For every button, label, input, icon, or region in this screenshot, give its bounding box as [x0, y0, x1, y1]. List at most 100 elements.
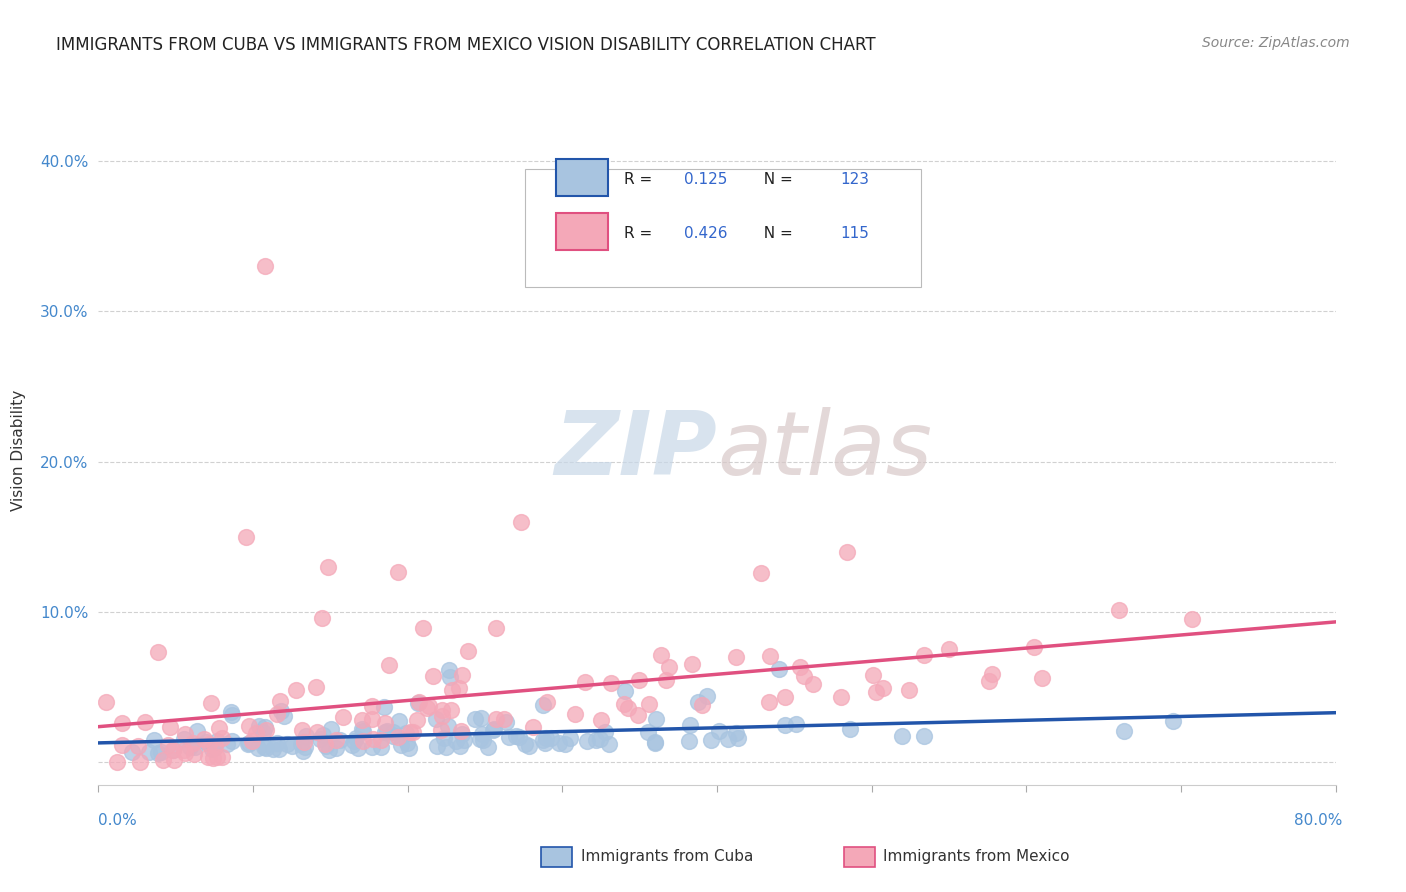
Point	[329, 733, 352, 747]
Point	[768, 662, 790, 676]
Point	[352, 734, 374, 748]
Point	[254, 723, 277, 738]
Point	[449, 681, 471, 695]
Point	[727, 731, 749, 746]
Point	[707, 723, 730, 738]
Text: 0.125: 0.125	[683, 172, 727, 187]
Point	[717, 731, 740, 746]
Text: Immigrants from Mexico: Immigrants from Mexico	[883, 849, 1070, 863]
Point	[240, 734, 263, 748]
Point	[637, 724, 659, 739]
Point	[318, 743, 340, 757]
Point	[441, 683, 464, 698]
Point	[262, 741, 284, 756]
Text: 0.426: 0.426	[683, 226, 727, 241]
Point	[457, 644, 479, 658]
Point	[638, 697, 661, 711]
Point	[430, 723, 453, 737]
Point	[464, 713, 486, 727]
Point	[292, 734, 315, 748]
Point	[472, 732, 495, 747]
Point	[835, 545, 858, 559]
Point	[236, 737, 259, 751]
Point	[305, 724, 328, 739]
Point	[360, 698, 382, 713]
Point	[201, 742, 224, 756]
Point	[912, 648, 935, 663]
Point	[198, 737, 221, 751]
Point	[789, 660, 811, 674]
Point	[343, 734, 366, 748]
FancyBboxPatch shape	[526, 169, 921, 286]
Point	[471, 727, 494, 741]
Point	[194, 735, 217, 749]
Point	[374, 716, 396, 731]
Point	[273, 708, 295, 723]
Point	[522, 720, 544, 734]
Point	[325, 740, 347, 755]
Point	[650, 648, 672, 662]
Point	[294, 729, 316, 743]
Point	[560, 731, 582, 745]
Point	[613, 683, 636, 698]
Point	[801, 677, 824, 691]
Text: 80.0%: 80.0%	[1295, 814, 1343, 828]
Text: Immigrants from Cuba: Immigrants from Cuba	[581, 849, 754, 863]
Point	[207, 750, 229, 764]
Point	[373, 700, 395, 714]
Point	[159, 720, 181, 734]
Point	[437, 718, 460, 732]
Point	[290, 737, 312, 751]
Point	[205, 733, 228, 747]
Point	[291, 723, 314, 738]
Point	[449, 739, 471, 753]
Point	[281, 739, 304, 754]
Point	[508, 731, 530, 745]
Point	[872, 681, 894, 696]
Point	[412, 621, 434, 635]
Point	[378, 658, 401, 673]
Point	[938, 642, 960, 657]
Point	[644, 712, 666, 726]
Point	[221, 708, 243, 723]
Point	[898, 682, 921, 697]
Point	[589, 713, 612, 727]
Point	[254, 260, 277, 274]
Point	[785, 717, 807, 731]
Point	[408, 696, 430, 710]
Point	[143, 733, 166, 747]
Point	[1031, 671, 1053, 685]
Point	[179, 740, 201, 755]
Point	[374, 724, 396, 739]
Point	[408, 695, 430, 709]
Point	[305, 680, 328, 694]
Point	[540, 731, 562, 745]
Point	[344, 731, 367, 745]
Point	[495, 715, 517, 730]
Point	[146, 746, 169, 760]
Point	[217, 737, 239, 751]
Point	[554, 737, 576, 751]
Point	[309, 732, 332, 747]
Point	[564, 707, 586, 722]
Point	[173, 732, 195, 747]
Point	[450, 723, 472, 738]
Point	[360, 739, 382, 754]
Point	[183, 747, 205, 761]
Point	[1181, 612, 1204, 626]
Point	[319, 723, 342, 737]
Point	[294, 740, 316, 755]
Point	[425, 712, 447, 726]
Point	[197, 749, 219, 764]
Point	[352, 724, 374, 739]
Point	[725, 650, 748, 665]
Point	[156, 738, 179, 752]
Point	[498, 731, 520, 745]
Point	[617, 701, 640, 715]
Point	[370, 739, 392, 754]
Point	[1108, 603, 1130, 617]
Point	[891, 729, 914, 743]
Point	[254, 720, 277, 734]
Point	[314, 737, 336, 751]
Point	[547, 736, 569, 750]
